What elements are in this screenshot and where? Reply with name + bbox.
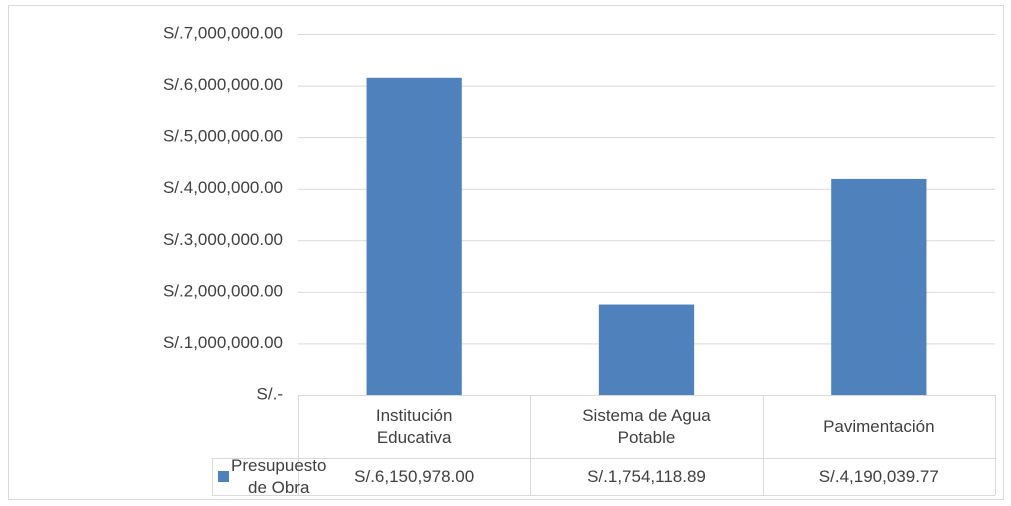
- bar: [831, 178, 927, 395]
- x-tick-label: Pavimentación: [823, 416, 935, 436]
- x-tick-label-cell: Institución Educativa: [298, 395, 530, 458]
- data-table-value-cell: S/.6,150,978.00: [298, 458, 530, 495]
- data-table-value: S/.4,190,039.77: [818, 466, 939, 486]
- bar: [598, 304, 695, 395]
- legend-swatch: [218, 471, 229, 482]
- y-tick-label: S/.5,000,000.00: [163, 127, 283, 146]
- y-tick-label: S/.6,000,000.00: [163, 75, 283, 94]
- data-table-value: S/.6,150,978.00: [354, 466, 475, 486]
- data-table-value: S/.1,754,118.89: [587, 466, 706, 486]
- y-tick-label: S/.-: [257, 384, 283, 403]
- x-tick-label-cell: Sistema de Agua Potable: [530, 395, 762, 458]
- x-tick-label-cell: Pavimentación: [763, 395, 995, 458]
- x-tick-label: Institución Educativa: [375, 405, 453, 447]
- y-tick-label: S/.4,000,000.00: [163, 178, 283, 197]
- y-tick-label: S/.7,000,000.00: [163, 23, 283, 42]
- y-tick-label: S/.2,000,000.00: [163, 281, 283, 300]
- data-table-value-cell: S/.4,190,039.77: [763, 458, 995, 495]
- data-table-value-cell: S/.1,754,118.89: [530, 458, 762, 495]
- y-tick-label: S/.1,000,000.00: [163, 333, 283, 352]
- bar: [366, 77, 462, 395]
- x-tick-label: Sistema de Agua Potable: [582, 405, 711, 447]
- legend-label-cell: Presupuesto de Obra: [231, 456, 326, 497]
- y-tick-label: S/.3,000,000.00: [163, 230, 283, 249]
- legend-label: Presupuesto de Obra: [231, 455, 327, 497]
